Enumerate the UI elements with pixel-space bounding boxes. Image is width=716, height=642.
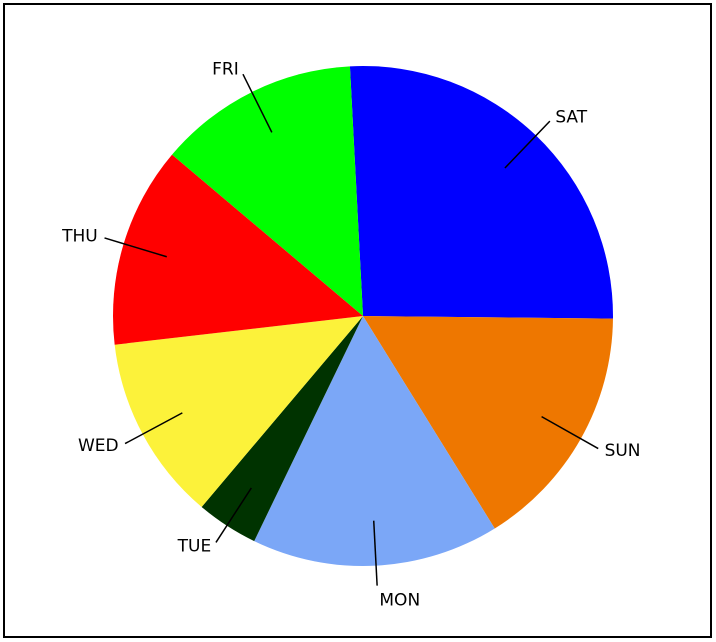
pie-slice — [254, 316, 495, 567]
slice-label: SAT — [555, 108, 587, 128]
slice-label: WED — [78, 436, 119, 456]
leader-line — [541, 415, 599, 450]
leader-line — [124, 412, 183, 445]
pie-slice — [172, 66, 363, 316]
leader-line — [504, 120, 551, 169]
leader-line — [242, 73, 273, 133]
slice-label: TUE — [177, 537, 212, 557]
leader-line — [215, 487, 252, 543]
pie-slice — [201, 316, 363, 542]
pie-slice — [363, 316, 613, 529]
slice-label: FRI — [212, 60, 239, 80]
leader-line — [104, 237, 167, 258]
slice-label: THU — [61, 227, 98, 247]
slice-label: MON — [379, 591, 420, 611]
slice-label: SUN — [605, 441, 641, 461]
pie-slice — [114, 316, 364, 507]
leader-line — [372, 520, 378, 586]
pie-slice — [112, 154, 363, 345]
pie-slice — [349, 66, 613, 319]
